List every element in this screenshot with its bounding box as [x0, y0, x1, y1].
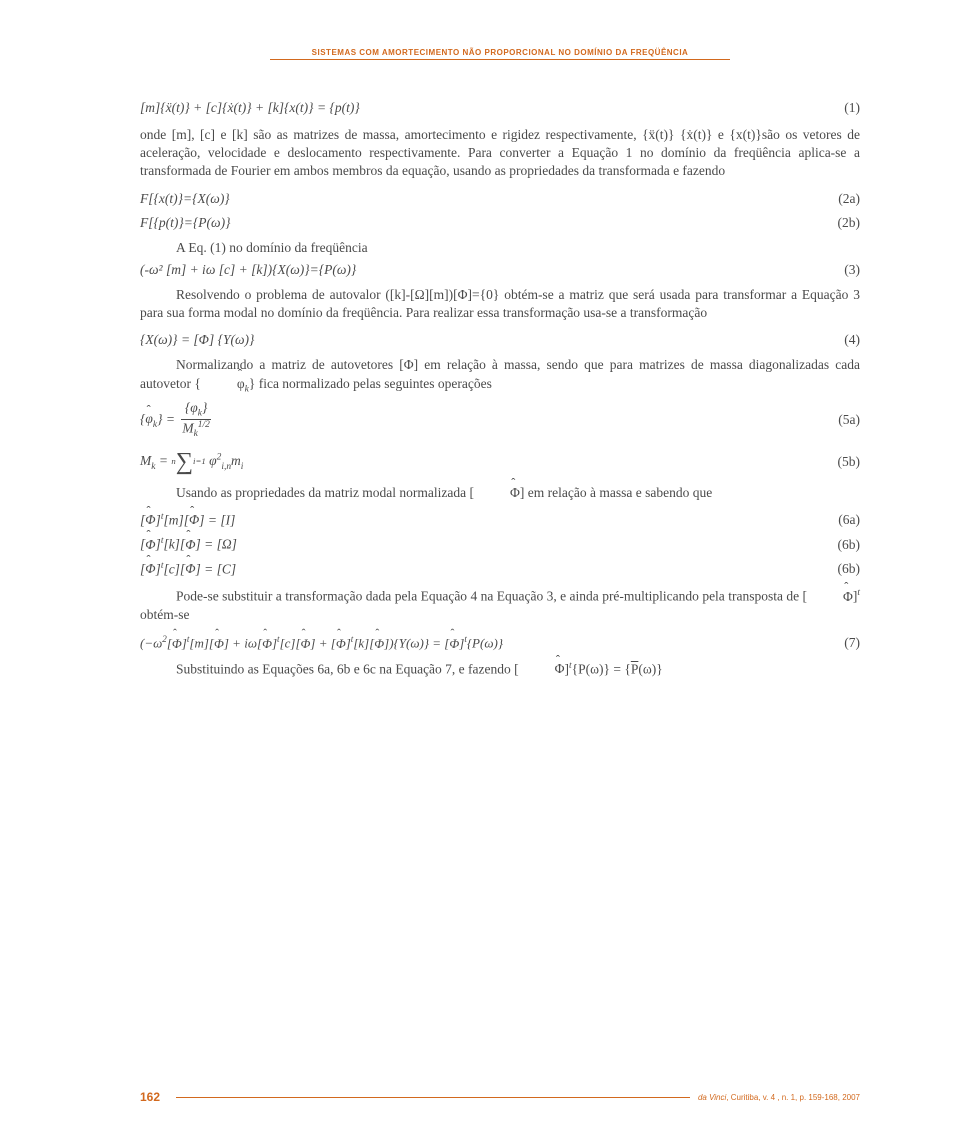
equation-6c: [ˆΦ]t[c][ˆΦ] = [C] (6b) — [140, 561, 860, 578]
eq4-num: (4) — [844, 332, 860, 348]
p7-part-a: Substituindo as Equações 6a, 6b e 6c na … — [176, 661, 514, 676]
eq5b-num: (5b) — [838, 454, 861, 470]
equation-6a: [ˆΦ]t[m][ˆΦ] = [I] (6a) — [140, 512, 860, 529]
p6-part-a: Pode-se substituir a transformação dada … — [176, 589, 803, 604]
paragraph-7: Substituindo as Equações 6a, 6b e 6c na … — [140, 660, 860, 679]
eq1-num: (1) — [844, 100, 860, 116]
eq6a-expr: [ˆΦ]t[m][ˆΦ] = [I] — [140, 512, 235, 529]
eq2b-num: (2b) — [838, 215, 861, 231]
p4-part-b: fica normalizado pelas seguintes operaçõ… — [255, 376, 492, 391]
equation-1: [m]{ẍ(t)} + [c]{ẋ(t)} + [k]{x(t)} = {p(t… — [140, 100, 860, 116]
equation-3: (-ω² [m] + iω [c] + [k]){X(ω)}={P(ω)} (3… — [140, 262, 860, 278]
header-rule — [270, 59, 730, 60]
eq2b-expr: F[{p(t)}={P(ω)} — [140, 215, 230, 231]
paragraph-5: Usando as propriedades da matriz modal n… — [140, 484, 860, 502]
eq6a-num: (6a) — [838, 512, 860, 528]
eq5b-expr: Mk = n∑i=1 φ2i,nmi — [140, 448, 243, 476]
equation-4: {X(ω)} = [Φ] {Y(ω)} (4) — [140, 332, 860, 348]
eq7-expr: (−ω2[ˆΦ]t[m][ˆΦ] + iω[ˆΦ]t[c][ˆΦ] + [ˆΦ]… — [140, 634, 503, 651]
eq3-num: (3) — [844, 262, 860, 278]
journal-citation: da Vinci, Curitiba, v. 4 , n. 1, p. 159-… — [698, 1093, 860, 1102]
equation-6b: [ˆΦ]t[k][ˆΦ] = [Ω] (6b) — [140, 536, 860, 553]
eq5a-expr: {ˆφk} = {φk} Mk1/2 — [140, 401, 214, 440]
p5-part-a: Usando as propriedades da matriz modal n… — [176, 485, 470, 500]
p6-part-b: obtém-se — [140, 607, 190, 622]
eq7-num: (7) — [844, 635, 860, 651]
paragraph-1: onde [m], [c] e [k] são as matrizes de m… — [140, 126, 860, 181]
page-number: 162 — [140, 1090, 160, 1104]
eq4-expr: {X(ω)} = [Φ] {Y(ω)} — [140, 332, 254, 348]
page-container: SISTEMAS COM AMORTECIMENTO NÃO PROPORCIO… — [0, 0, 960, 708]
eq3-expr: (-ω² [m] + iω [c] + [k]){X(ω)}={P(ω)} — [140, 262, 356, 278]
equation-5b: Mk = n∑i=1 φ2i,nmi (5b) — [140, 448, 860, 476]
eq6c-num: (6b) — [838, 561, 861, 577]
eq2a-expr: F[{x(t)}={X(ω)} — [140, 191, 230, 207]
equation-2b: F[{p(t)}={P(ω)} (2b) — [140, 215, 860, 231]
eq5a-num: (5a) — [838, 412, 860, 428]
equation-2a: F[{x(t)}={X(ω)} (2a) — [140, 191, 860, 207]
footer-rule — [176, 1097, 690, 1098]
equation-7: (−ω2[ˆΦ]t[m][ˆΦ] + iω[ˆΦ]t[c][ˆΦ] + [ˆΦ]… — [140, 634, 860, 651]
eq6b-expr: [ˆΦ]t[k][ˆΦ] = [Ω] — [140, 536, 237, 553]
running-header: SISTEMAS COM AMORTECIMENTO NÃO PROPORCIO… — [140, 48, 860, 57]
eq1-expr: [m]{ẍ(t)} + [c]{ẋ(t)} + [k]{x(t)} = {p(t… — [140, 100, 360, 116]
journal-name: da Vinci — [698, 1093, 726, 1102]
paragraph-3: Resolvendo o problema de autovalor ([k]-… — [140, 286, 860, 322]
journal-rest: , Curitiba, v. 4 , n. 1, p. 159-168, 200… — [726, 1093, 860, 1102]
paragraph-4: Normalizando a matriz de autovetores [Φ]… — [140, 356, 860, 396]
equation-5a: {ˆφk} = {φk} Mk1/2 (5a) — [140, 401, 860, 440]
eq6c-expr: [ˆΦ]t[c][ˆΦ] = [C] — [140, 561, 236, 578]
eq2a-num: (2a) — [838, 191, 860, 207]
paragraph-2: A Eq. (1) no domínio da freqüência — [140, 239, 860, 257]
p5-part-b: em relação à massa e sabendo que — [524, 485, 712, 500]
page-footer: 162 da Vinci, Curitiba, v. 4 , n. 1, p. … — [140, 1090, 860, 1104]
paragraph-6: Pode-se substituir a transformação dada … — [140, 587, 860, 624]
eq6b-num: (6b) — [838, 537, 861, 553]
